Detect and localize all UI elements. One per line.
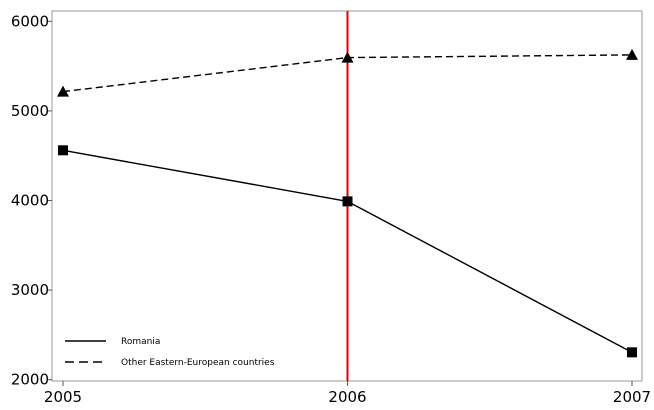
legend-label-other-eastern-european: Other Eastern-European countries	[121, 358, 275, 368]
data-point-triangle	[626, 48, 638, 60]
y-tick-label: 4000	[11, 191, 49, 209]
y-tick-label: 6000	[11, 12, 49, 30]
y-tick-label: 2000	[11, 371, 49, 389]
data-point-square	[627, 347, 637, 358]
data-point-triangle	[341, 51, 354, 63]
x-tick-label: 2006	[328, 388, 366, 406]
data-point-triangle	[57, 85, 69, 97]
x-tick-label: 2007	[613, 388, 651, 406]
x-tick-label: 2005	[44, 388, 82, 406]
y-tick-label: 5000	[11, 102, 49, 120]
legend: Romania Other Eastern-European countries	[65, 337, 275, 368]
data-point-square	[342, 196, 353, 207]
legend-label-romania: Romania	[121, 337, 160, 347]
data-point-square	[58, 145, 68, 156]
y-tick-label: 3000	[11, 281, 49, 299]
